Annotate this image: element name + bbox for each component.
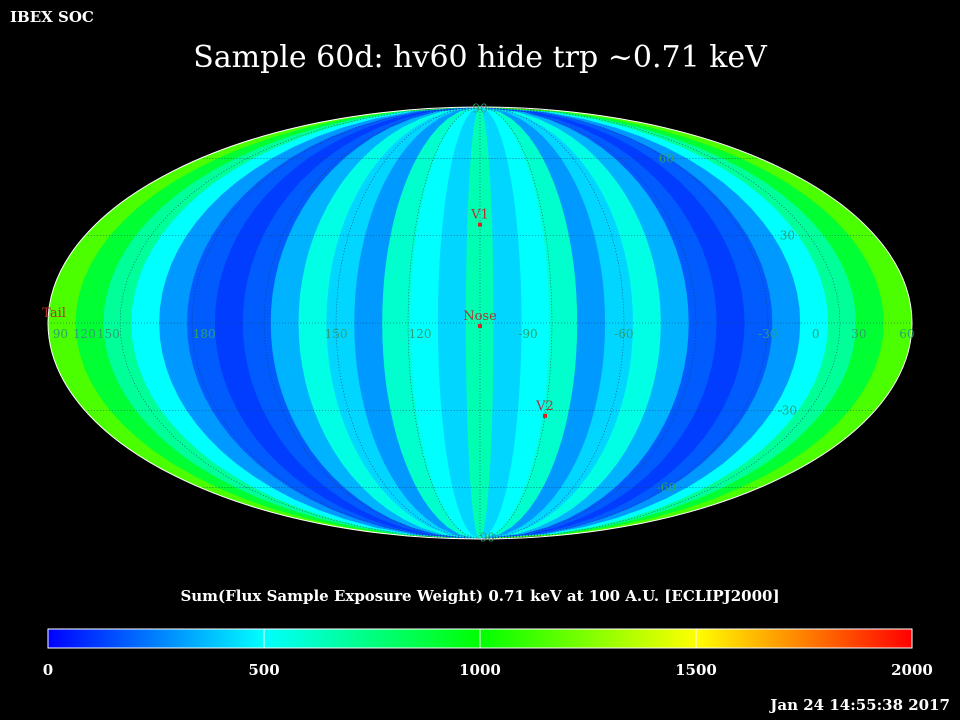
longitude-label: 120 [409, 327, 432, 341]
marker-dot [478, 222, 482, 227]
colorbar-tick-label: 1000 [459, 661, 501, 679]
graticule [48, 107, 912, 539]
marker-dot [543, 413, 548, 418]
longitude-line [335, 107, 481, 539]
longitude-label: 90 [53, 327, 68, 341]
latitude-label: -90 [476, 531, 495, 545]
longitude-label: 180 [193, 327, 216, 341]
map-outline [47, 106, 913, 540]
longitude-line [263, 107, 481, 539]
longitude-label: 150 [325, 327, 348, 341]
marker-label: V1 [470, 208, 489, 223]
longitude-label: 60 [899, 327, 914, 341]
longitude-label: 30 [851, 327, 866, 341]
colorbar-tick-label: 500 [248, 661, 279, 679]
longitude-label: 150 [97, 327, 120, 341]
marker-label: Nose [463, 309, 497, 324]
latitude-label: -60 [657, 481, 676, 495]
longitude-line [191, 107, 481, 539]
latitude-label: 60 [659, 151, 674, 165]
latitude-label: -30 [778, 403, 797, 417]
longitude-line [407, 107, 481, 539]
chart-title: Sample 60d: hv60 hide trp ~0.71 keV [193, 40, 767, 75]
longitude-label: 120 [73, 327, 96, 341]
marker-label: Tail [42, 306, 66, 321]
marker-label: V2 [535, 399, 554, 414]
longitude-label: -60 [614, 327, 633, 341]
corner-label: IBEX SOC [10, 8, 94, 26]
longitude-label: -90 [518, 327, 537, 341]
latitude-label: 90 [472, 101, 487, 115]
longitude-line [119, 107, 481, 539]
longitude-line [479, 107, 841, 539]
longitude-line [479, 107, 769, 539]
latitude-label: 30 [780, 229, 795, 243]
colorbar-tick-label: 0 [43, 661, 53, 679]
longitude-line [479, 107, 697, 539]
timestamp: Jan 24 14:55:38 2017 [770, 696, 950, 714]
longitude-line [479, 107, 553, 539]
markers: V1 Nose V2 Tail [42, 208, 554, 418]
colorbar-tick-label: 1500 [675, 661, 717, 679]
longitude-line [479, 107, 625, 539]
longitude-label: -30 [758, 327, 777, 341]
colorbar-ticks: 0 500 1000 1500 2000 [43, 629, 933, 679]
colorbar-tick-label: 2000 [891, 661, 933, 679]
longitude-label: 0 [812, 327, 820, 341]
graticule-labels: 60300-30-60-9012015018015012090906030-30… [53, 101, 915, 544]
colorbar-title: Sum(Flux Sample Exposure Weight) 0.71 ke… [180, 587, 780, 605]
marker-dot [478, 323, 482, 328]
